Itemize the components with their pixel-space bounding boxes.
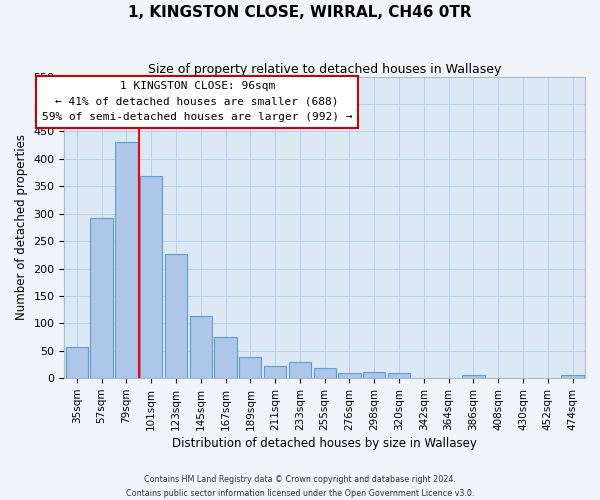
Bar (115, 142, 137, 378)
Title: Size of property relative to detached houses in Wallasey: Size of property relative to detached ho… (148, 62, 502, 76)
Bar (462, 376, 485, 378)
Bar (65, 347, 88, 378)
Bar (388, 374, 410, 378)
Bar (214, 336, 236, 378)
Bar (314, 368, 336, 378)
Bar (239, 358, 262, 378)
Bar (363, 372, 385, 378)
X-axis label: Distribution of detached houses by size in Wallasey: Distribution of detached houses by size … (172, 437, 477, 450)
Bar (289, 362, 311, 378)
Y-axis label: Number of detached properties: Number of detached properties (15, 134, 28, 320)
Bar (165, 254, 187, 378)
Text: Contains HM Land Registry data © Crown copyright and database right 2024.
Contai: Contains HM Land Registry data © Crown c… (126, 476, 474, 498)
Bar (190, 316, 212, 378)
Bar (562, 376, 584, 378)
Bar (338, 372, 361, 378)
Text: 1 KINGSTON CLOSE: 96sqm
← 41% of detached houses are smaller (688)
59% of semi-d: 1 KINGSTON CLOSE: 96sqm ← 41% of detache… (42, 81, 352, 122)
Bar (91, 218, 113, 378)
Bar (140, 176, 163, 378)
Text: 1, KINGSTON CLOSE, WIRRAL, CH46 0TR: 1, KINGSTON CLOSE, WIRRAL, CH46 0TR (128, 5, 472, 20)
Bar (264, 366, 286, 378)
